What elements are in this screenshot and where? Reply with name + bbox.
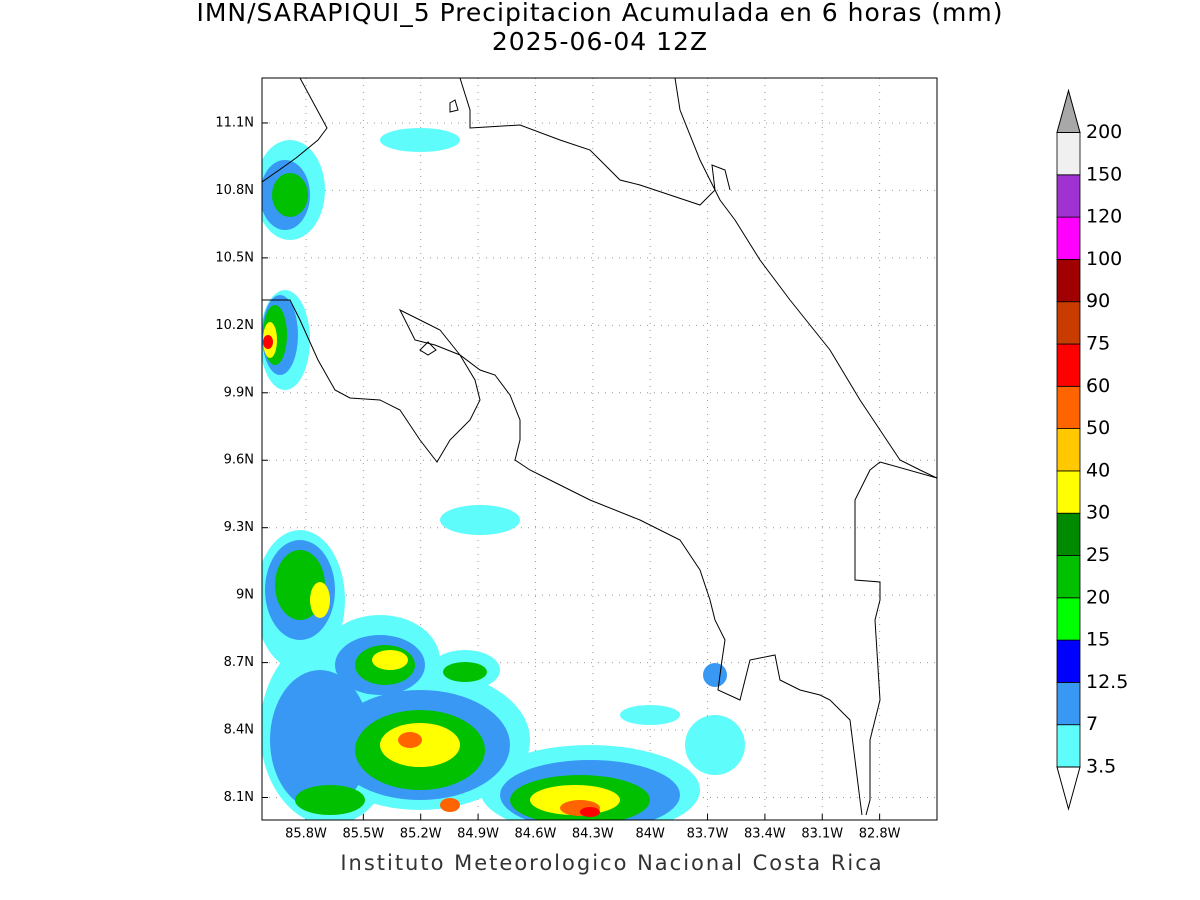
colorbar-segment — [1056, 343, 1081, 387]
colorbar-segment — [1056, 639, 1081, 683]
colorbar-label: 25 — [1086, 544, 1110, 566]
colorbar-label: 75 — [1086, 333, 1110, 355]
footer: Instituto Meteorologico Nacional Costa R… — [340, 851, 883, 875]
colorbar-segment — [1056, 682, 1081, 726]
y-tick-label: 8.1N — [224, 790, 254, 805]
y-tick-label: 9.6N — [224, 453, 254, 468]
colorbar-segment — [1056, 470, 1081, 514]
colorbar: 3.5 7 12.5 15 20 25 30 40 50 60 75 90 100 120 150 200 — [1056, 88, 1128, 811]
y-tick-label: 10.8N — [215, 183, 254, 198]
y-tick-label: 9N — [236, 588, 254, 603]
y-tick-label: 10.5N — [215, 250, 254, 265]
colorbar-over — [1056, 88, 1081, 133]
colorbar-segment — [1056, 132, 1081, 176]
grid: 85.8W 85.5W 85.2W 84.9W 84.6W 84.3W 84W 83.7W 83… — [215, 78, 937, 842]
x-tick-label: 84.3W — [572, 827, 614, 842]
colorbar-label: 200 — [1086, 121, 1122, 143]
colorbar-segment — [1056, 724, 1081, 768]
colorbar-under — [1056, 766, 1081, 811]
colorbar-label: 7 — [1086, 713, 1098, 735]
x-tick-label: 84.9W — [457, 827, 499, 842]
coastline — [262, 78, 937, 816]
colorbar-label: 12.5 — [1086, 671, 1128, 693]
title: IMN/SARAPIQUI_5 Precipitacion Acumulada … — [196, 0, 1003, 27]
colorbar-label: 60 — [1086, 375, 1110, 397]
x-tick-label: 82.8W — [859, 827, 901, 842]
y-tick-label: 8.7N — [224, 655, 254, 670]
colorbar-segment — [1056, 174, 1081, 218]
map-frame — [261, 77, 938, 821]
y-tick-label: 9.9N — [224, 385, 254, 400]
colorbar-label: 40 — [1086, 459, 1110, 481]
x-tick-label: 83.4W — [744, 827, 786, 842]
colorbar-segment — [1056, 216, 1081, 260]
precip-field — [262, 128, 745, 820]
x-tick-label: 84.6W — [515, 827, 557, 842]
colorbar-label: 120 — [1086, 206, 1122, 228]
colorbar-label: 3.5 — [1086, 756, 1116, 778]
colorbar-segment — [1056, 385, 1081, 429]
x-tick-label: 85.5W — [342, 827, 384, 842]
x-tick-label: 85.8W — [285, 827, 327, 842]
x-tick-label: 84W — [635, 827, 665, 842]
y-tick-label: 9.3N — [224, 520, 254, 535]
y-tick-label: 11.1N — [215, 115, 254, 130]
colorbar-label: 90 — [1086, 290, 1110, 312]
colorbar-segment — [1056, 597, 1081, 641]
x-tick-label: 83.1W — [801, 827, 843, 842]
colorbar-label: 50 — [1086, 417, 1110, 439]
colorbar-segment — [1056, 301, 1081, 345]
x-tick-label: 83.7W — [687, 827, 729, 842]
colorbar-segment — [1056, 555, 1081, 599]
colorbar-segment — [1056, 512, 1081, 556]
colorbar-segment — [1056, 258, 1081, 303]
y-tick-label: 8.4N — [224, 723, 254, 738]
colorbar-label: 30 — [1086, 502, 1110, 524]
y-tick-label: 10.2N — [215, 318, 254, 333]
colorbar-label: 100 — [1086, 248, 1122, 270]
x-tick-label: 85.2W — [400, 827, 442, 842]
colorbar-label: 20 — [1086, 586, 1110, 608]
colorbar-label: 15 — [1086, 629, 1110, 651]
colorbar-segment — [1056, 428, 1081, 472]
subtitle: 2025-06-04 12Z — [492, 27, 708, 56]
colorbar-label: 150 — [1086, 163, 1122, 185]
